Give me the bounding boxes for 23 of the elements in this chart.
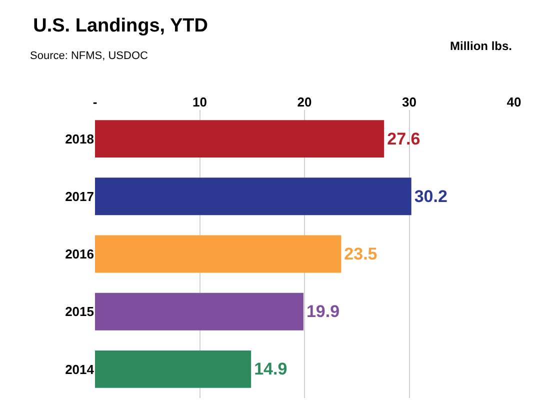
x-tick-label: 10 bbox=[192, 94, 207, 110]
bar bbox=[95, 120, 384, 158]
y-tick-label: 2016 bbox=[65, 246, 94, 262]
y-tick-label: 2017 bbox=[65, 188, 94, 204]
x-tick-label: 20 bbox=[297, 94, 312, 110]
data-label: 27.6 bbox=[387, 129, 420, 148]
data-label: 14.9 bbox=[254, 360, 288, 379]
x-tick-label: 40 bbox=[506, 94, 522, 110]
y-tick-label: 2015 bbox=[65, 304, 94, 320]
chart-subtitle: Source: NFMS, USDOC bbox=[30, 50, 148, 62]
data-label: 19.9 bbox=[306, 302, 340, 322]
y-tick-label: 2014 bbox=[65, 362, 95, 377]
x-tick-label: - bbox=[92, 94, 98, 110]
y-tick-label: 2018 bbox=[65, 131, 94, 146]
data-label: 30.2 bbox=[414, 186, 448, 206]
x-tick-label: 30 bbox=[402, 94, 416, 110]
bar bbox=[95, 292, 304, 330]
bar bbox=[95, 350, 252, 388]
chart-title: U.S. Landings, YTD bbox=[33, 16, 208, 37]
text: Million lbs. bbox=[450, 39, 512, 53]
bar bbox=[95, 178, 412, 216]
data-label: 23.5 bbox=[344, 244, 378, 264]
bar bbox=[95, 235, 342, 273]
